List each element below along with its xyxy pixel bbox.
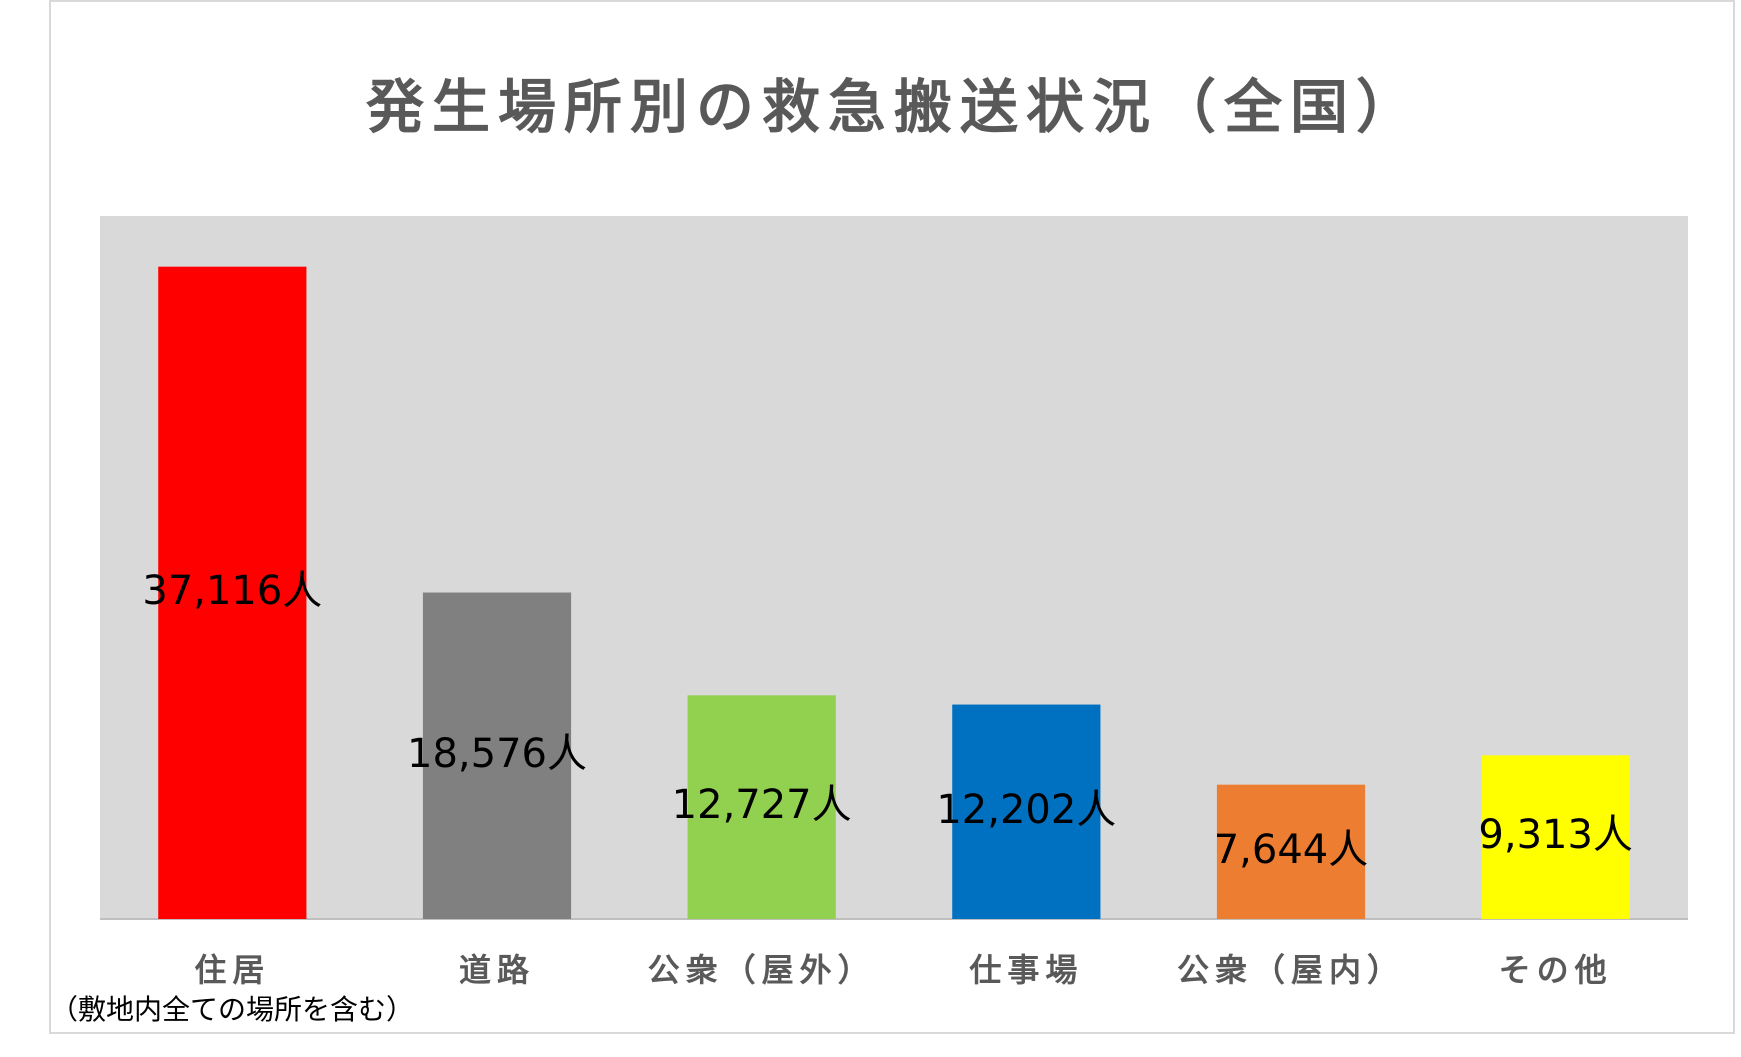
bar bbox=[158, 266, 307, 920]
data-label: 37,116人 bbox=[142, 568, 322, 614]
bar bbox=[687, 695, 836, 919]
data-label: 12,202人 bbox=[936, 787, 1116, 833]
data-label: 12,727人 bbox=[672, 782, 852, 828]
chart-title: 発生場所別の救急搬送状況（全国） bbox=[366, 73, 1422, 141]
x-tick-label: その他 bbox=[1499, 951, 1613, 989]
bar bbox=[952, 704, 1101, 919]
x-tick-label: 仕事場 bbox=[969, 951, 1083, 989]
x-tick-label: 公衆（屋外） bbox=[648, 951, 876, 989]
bar bbox=[1481, 755, 1630, 919]
data-label: 9,313人 bbox=[1478, 812, 1633, 858]
data-label: 7,644人 bbox=[1214, 827, 1369, 873]
plot-area bbox=[100, 216, 1688, 919]
x-tick-label: 住居 bbox=[194, 951, 270, 989]
annotation: （敷地内全ての場所を含む） bbox=[50, 993, 414, 1026]
bar bbox=[1216, 784, 1366, 919]
data-label: 18,576人 bbox=[407, 731, 587, 777]
bar bbox=[422, 592, 572, 919]
x-tick-label: 道路 bbox=[459, 951, 535, 989]
x-tick-label: 公衆（屋内） bbox=[1177, 951, 1405, 989]
